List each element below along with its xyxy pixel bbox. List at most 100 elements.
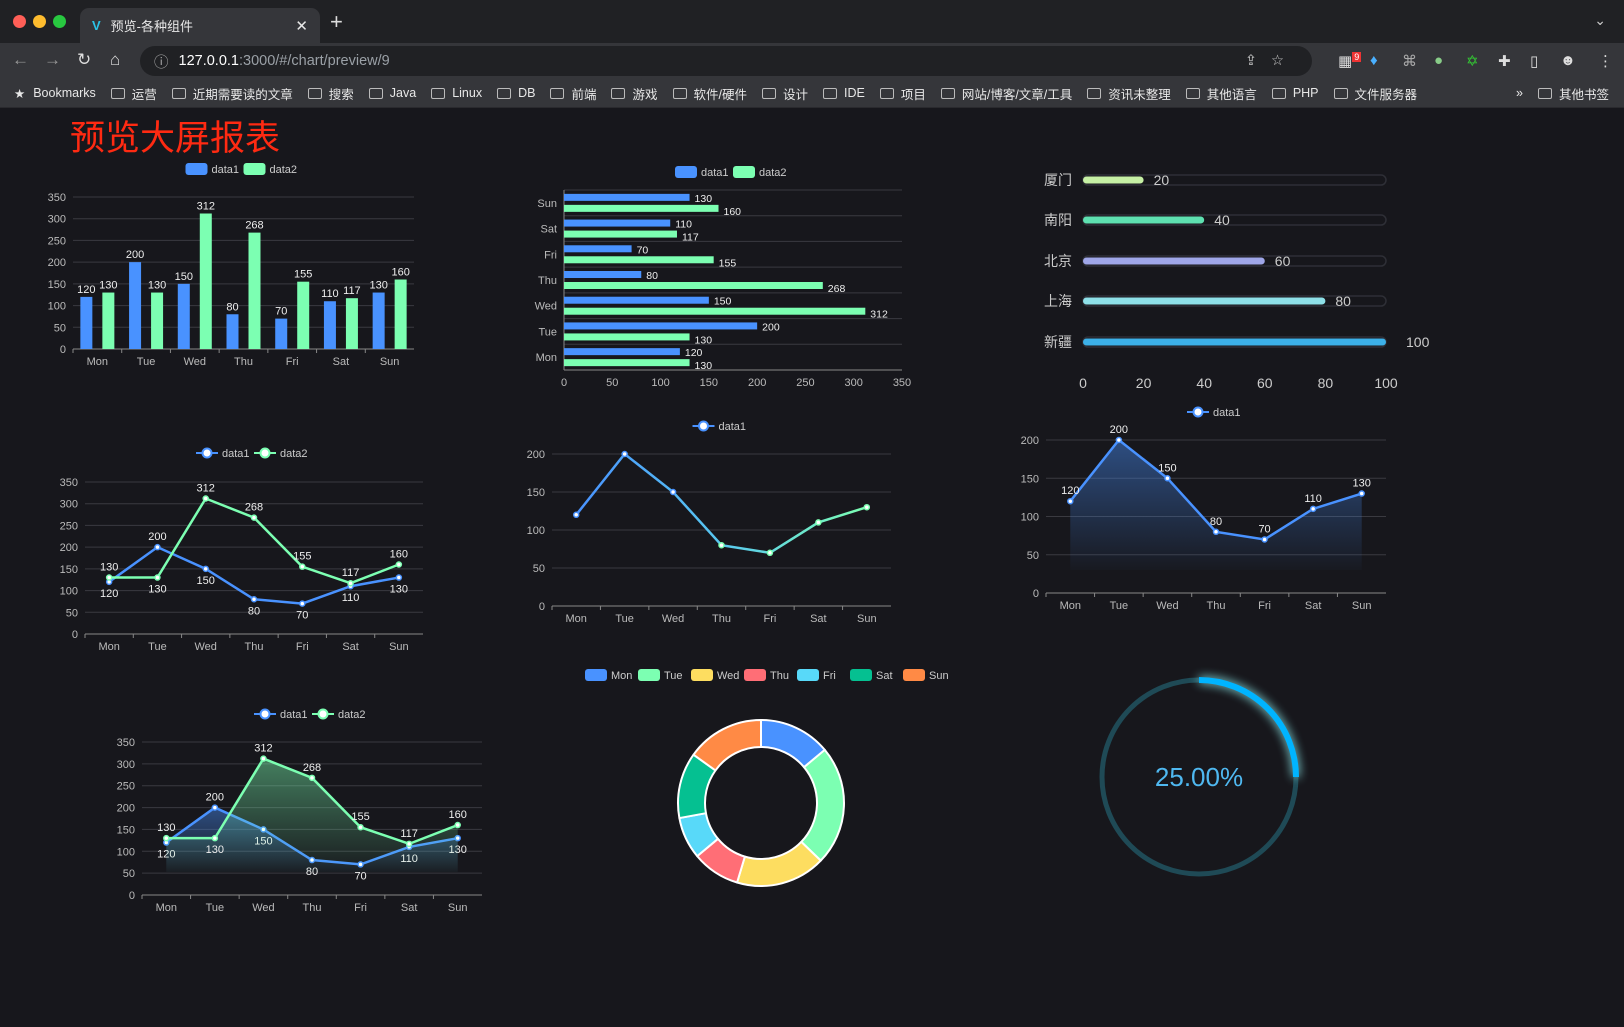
x-tick-label: Sun bbox=[389, 641, 409, 653]
bookmark-item[interactable]: 网站/博客/文章/工具 bbox=[940, 84, 1072, 103]
data-label: 312 bbox=[254, 743, 272, 755]
legend-swatch bbox=[691, 669, 713, 681]
data-point bbox=[621, 450, 628, 458]
progress-label: 南阳 bbox=[1044, 212, 1072, 228]
bookmark-item[interactable]: ★ Bookmarks bbox=[14, 86, 96, 101]
bookmark-item[interactable]: IDE bbox=[823, 86, 865, 100]
bar-data2 bbox=[564, 282, 823, 289]
legend-item-Sat[interactable]: Sat bbox=[850, 669, 893, 682]
progress-label: 新疆 bbox=[1044, 334, 1072, 350]
address-bar[interactable]: ⓘ 127.0.0.1:3000/#/chart/preview/9 ⇪☆ bbox=[140, 46, 1312, 76]
url-host: 127.0.0.1 bbox=[178, 53, 239, 69]
bookmark-item[interactable]: 运营 bbox=[110, 84, 157, 103]
legend-item-data1[interactable]: data1 bbox=[692, 420, 747, 433]
new-tab-button[interactable]: + bbox=[330, 9, 343, 34]
data-label: 110 bbox=[1304, 493, 1322, 505]
bookmark-item[interactable]: 游戏 bbox=[611, 84, 658, 103]
home-icon[interactable]: ⌂ bbox=[110, 50, 121, 69]
legend-item-data2[interactable]: data2 bbox=[254, 447, 308, 460]
bar-data2 bbox=[564, 359, 690, 367]
legend-item-data2[interactable]: data2 bbox=[733, 166, 787, 179]
data-point bbox=[211, 804, 219, 811]
legend-item-Fri[interactable]: Fri bbox=[797, 669, 836, 682]
browser-tab[interactable]: V 预览-各种组件 ✕ bbox=[80, 8, 320, 43]
y-tick-label: 300 bbox=[48, 214, 66, 226]
bookmark-item[interactable]: 搜索 bbox=[307, 84, 354, 103]
legend-item-data1[interactable]: data1 bbox=[254, 708, 308, 721]
data-point bbox=[202, 495, 209, 502]
star-extension-icon[interactable]: ✡ bbox=[1466, 53, 1479, 70]
gem-extension-icon[interactable]: ♦ bbox=[1370, 52, 1378, 69]
bookmark-item[interactable]: 前端 bbox=[550, 84, 596, 103]
x-tick-label: 0 bbox=[561, 377, 567, 389]
legend-item-data2[interactable]: data2 bbox=[312, 708, 366, 721]
menu-icon[interactable]: ⋮ bbox=[1598, 53, 1613, 70]
x-tick-label: Tue bbox=[206, 902, 225, 914]
puzzle-icon[interactable]: ✚ bbox=[1498, 53, 1511, 70]
close-tab-icon[interactable]: ✕ bbox=[295, 17, 308, 35]
data-label: 268 bbox=[245, 220, 263, 232]
command-extension-icon[interactable]: ⌘ bbox=[1402, 53, 1417, 70]
x-tick-label: 200 bbox=[748, 377, 766, 389]
data-label: 70 bbox=[1258, 523, 1270, 535]
back-icon[interactable]: ← bbox=[12, 50, 29, 69]
bookmark-item[interactable]: » bbox=[1516, 86, 1523, 100]
share-icon[interactable]: ⇪ bbox=[1244, 53, 1271, 69]
data-point bbox=[202, 565, 209, 573]
bookmark-item[interactable]: 资讯未整理 bbox=[1087, 84, 1171, 103]
maximize-window-button[interactable] bbox=[53, 15, 66, 28]
bookmark-item[interactable]: 设计 bbox=[761, 84, 808, 103]
legend-item-Thu[interactable]: Thu bbox=[744, 669, 789, 682]
x-tick-label: Sat bbox=[401, 902, 418, 914]
data-label: 70 bbox=[275, 306, 287, 318]
tab-search-chevron-icon[interactable]: ⌄ bbox=[1594, 12, 1606, 28]
bookmark-item[interactable]: 近期需要读的文章 bbox=[171, 84, 293, 103]
bookmark-item[interactable]: Java bbox=[368, 86, 416, 100]
legend-item-Sun[interactable]: Sun bbox=[903, 669, 949, 682]
avatar[interactable]: ☻ bbox=[1560, 52, 1576, 69]
y-tick-label: 250 bbox=[117, 781, 135, 793]
bar-data2 bbox=[394, 279, 407, 349]
data-point bbox=[454, 821, 461, 829]
x-tick-label: 300 bbox=[845, 377, 863, 389]
circle-extension-icon[interactable]: ● bbox=[1434, 52, 1444, 69]
data-point bbox=[1212, 528, 1220, 536]
bookmark-item[interactable]: 软件/硬件 bbox=[672, 84, 747, 103]
data-label: 312 bbox=[870, 309, 888, 321]
folder-icon bbox=[431, 87, 446, 99]
legend-item-data1[interactable]: data1 bbox=[196, 447, 250, 460]
legend-item-Wed[interactable]: Wed bbox=[691, 669, 739, 682]
bookmark-item[interactable]: 项目 bbox=[879, 84, 926, 103]
legend-item-data1[interactable]: data1 bbox=[185, 163, 240, 176]
legend-item-data1[interactable]: data1 bbox=[1187, 406, 1241, 419]
bookmark-item[interactable]: 其他语言 bbox=[1185, 84, 1257, 103]
legend-item-Mon[interactable]: Mon bbox=[585, 669, 632, 682]
bookmark-item[interactable]: 文件服务器 bbox=[1333, 84, 1417, 103]
extension-icon[interactable]: ▦ 9 bbox=[1338, 52, 1362, 70]
forward-icon[interactable]: → bbox=[44, 50, 61, 69]
legend-item-Tue[interactable]: Tue bbox=[638, 669, 683, 682]
data-label: 130 bbox=[148, 584, 166, 596]
bookmark-item[interactable]: Linux bbox=[431, 86, 482, 100]
side-panel-icon[interactable]: ▯ bbox=[1530, 53, 1539, 70]
bookmark-item[interactable]: 其他书签 bbox=[1537, 84, 1609, 103]
legend-item-data2[interactable]: data2 bbox=[243, 163, 298, 176]
bookmark-item[interactable]: PHP bbox=[1271, 86, 1319, 100]
close-window-button[interactable] bbox=[13, 15, 26, 28]
legend-item-data1[interactable]: data1 bbox=[675, 166, 729, 179]
bar-data2 bbox=[345, 298, 358, 349]
legend-label: data1 bbox=[222, 448, 250, 460]
bar-data1 bbox=[177, 283, 190, 349]
data-label: 150 bbox=[714, 296, 732, 308]
data-label: 117 bbox=[400, 828, 418, 840]
minimize-window-button[interactable] bbox=[33, 15, 46, 28]
y-tick-label: 200 bbox=[60, 542, 78, 554]
y-tick-label: 150 bbox=[117, 824, 135, 836]
info-icon[interactable]: ⓘ bbox=[154, 54, 169, 71]
folder-icon bbox=[368, 87, 383, 99]
x-tick-label: Mon bbox=[156, 902, 177, 914]
star-icon[interactable]: ☆ bbox=[1271, 53, 1298, 69]
reload-icon[interactable]: ↻ bbox=[77, 50, 92, 69]
data-point bbox=[250, 514, 258, 521]
bookmark-item[interactable]: DB bbox=[497, 86, 535, 100]
